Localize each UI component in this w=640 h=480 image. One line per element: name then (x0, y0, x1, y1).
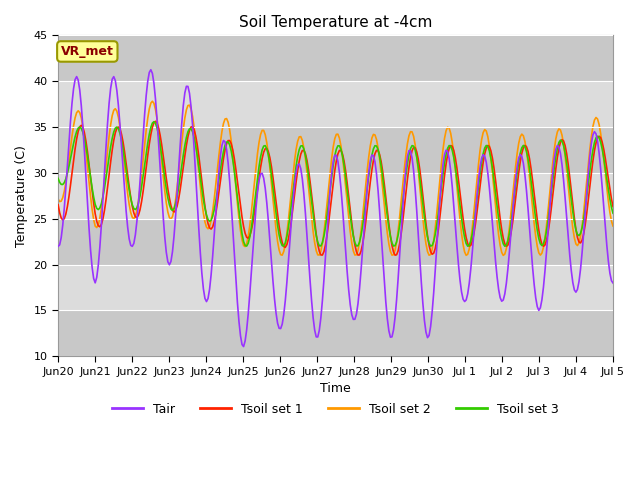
Tsoil set 1 (581, 222, 589, 228)
Tsoil set 3 (221, 143, 229, 148)
Tsoil set 2 (221, 116, 229, 122)
Tair (54, 243, 62, 249)
Tsoil set 2 (148, 98, 156, 104)
Tair (221, 139, 229, 145)
Tsoil set 2 (298, 138, 306, 144)
Tsoil set 1 (152, 119, 159, 124)
Tsoil set 3 (122, 167, 130, 172)
Tsoil set 3 (609, 210, 617, 216)
Tair (609, 280, 617, 286)
Text: VR_met: VR_met (61, 45, 114, 58)
Tsoil set 1 (609, 204, 617, 210)
Bar (58, 36, 613, 81)
Tsoil set 3 (150, 119, 158, 124)
Tsoil set 3 (298, 143, 306, 149)
Tsoil set 3 (249, 214, 257, 220)
Tair (122, 208, 130, 214)
Tsoil set 2 (581, 194, 589, 200)
Bar (58, 81, 613, 127)
Tsoil set 2 (240, 242, 248, 248)
Title: Soil Temperature at -4cm: Soil Temperature at -4cm (239, 15, 432, 30)
Tsoil set 2 (54, 196, 62, 202)
Bar (58, 264, 613, 311)
Tair (581, 210, 589, 216)
Tsoil set 3 (581, 206, 589, 212)
Tsoil set 1 (249, 220, 257, 226)
Tsoil set 1 (391, 252, 399, 258)
Tsoil set 3 (54, 176, 62, 181)
Line: Tair: Tair (58, 70, 613, 347)
Legend: Tair, Tsoil set 1, Tsoil set 2, Tsoil set 3: Tair, Tsoil set 1, Tsoil set 2, Tsoil se… (107, 398, 564, 420)
Tsoil set 1 (122, 160, 130, 166)
Line: Tsoil set 2: Tsoil set 2 (58, 101, 613, 255)
Tsoil set 1 (54, 202, 62, 207)
X-axis label: Time: Time (320, 382, 351, 396)
Tsoil set 3 (240, 239, 248, 244)
Tsoil set 1 (298, 148, 306, 154)
Y-axis label: Temperature (C): Temperature (C) (15, 145, 28, 247)
Bar (58, 311, 613, 356)
Tsoil set 2 (122, 178, 130, 183)
Tsoil set 2 (609, 223, 617, 229)
Bar (58, 127, 613, 173)
Line: Tsoil set 1: Tsoil set 1 (58, 121, 613, 255)
Tsoil set 1 (240, 224, 248, 229)
Tair (241, 338, 249, 344)
Tsoil set 1 (221, 147, 229, 153)
Tsoil set 2 (249, 195, 257, 201)
Tsoil set 3 (501, 243, 509, 249)
Tsoil set 2 (499, 252, 507, 258)
Tair (240, 344, 248, 349)
Tair (250, 225, 258, 231)
Tair (300, 191, 308, 197)
Bar (58, 173, 613, 219)
Tair (147, 67, 155, 72)
Line: Tsoil set 3: Tsoil set 3 (58, 121, 613, 246)
Bar (58, 219, 613, 264)
